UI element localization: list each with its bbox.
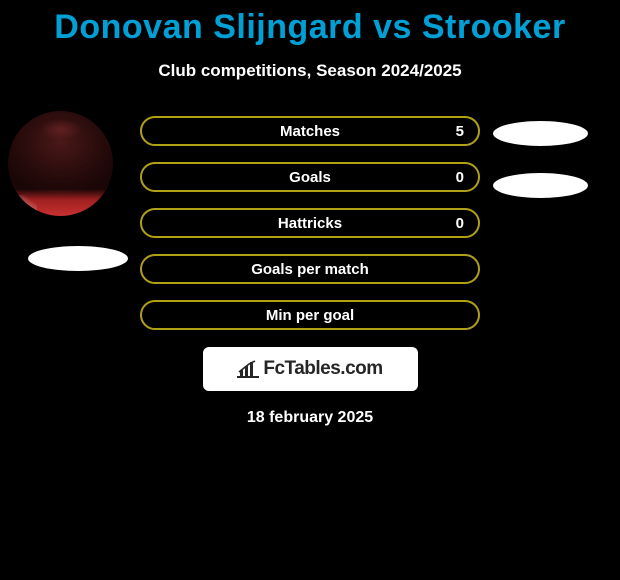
- page-title: Donovan Slijngard vs Strooker: [0, 0, 620, 47]
- stat-label: Hattricks: [142, 215, 478, 232]
- bar-chart-icon: [237, 360, 259, 378]
- left-blank-pill: [28, 246, 128, 271]
- subtitle: Club competitions, Season 2024/2025: [0, 61, 620, 81]
- stat-label: Goals: [142, 169, 478, 186]
- stat-label: Matches: [142, 123, 478, 140]
- date-line: 18 february 2025: [0, 409, 620, 427]
- stats-column: Matches 5 Goals 0 Hattricks 0 Goals per …: [140, 116, 480, 346]
- stat-label: Goals per match: [142, 261, 478, 278]
- left-player-column: [8, 111, 133, 271]
- avatar-highlight: [40, 119, 82, 140]
- stat-value: 5: [456, 123, 464, 140]
- player-avatar-left: [8, 111, 113, 216]
- logo-box: FcTables.com: [203, 347, 418, 391]
- stat-row-hattricks: Hattricks 0: [140, 208, 480, 238]
- right-blank-pill-1: [493, 121, 588, 146]
- stat-row-gpm: Goals per match: [140, 254, 480, 284]
- logo-inner: FcTables.com: [237, 358, 382, 380]
- stat-value: 0: [456, 169, 464, 186]
- logo-text: FcTables.com: [263, 358, 382, 380]
- stat-row-goals: Goals 0: [140, 162, 480, 192]
- body-area: Matches 5 Goals 0 Hattricks 0 Goals per …: [0, 111, 620, 341]
- avatar-shirt-trim: [8, 195, 37, 216]
- right-blank-pill-2: [493, 173, 588, 198]
- stat-value: 0: [456, 215, 464, 232]
- stat-row-matches: Matches 5: [140, 116, 480, 146]
- stat-row-mpg: Min per goal: [140, 300, 480, 330]
- right-player-column: [490, 111, 600, 198]
- stat-label: Min per goal: [142, 307, 478, 324]
